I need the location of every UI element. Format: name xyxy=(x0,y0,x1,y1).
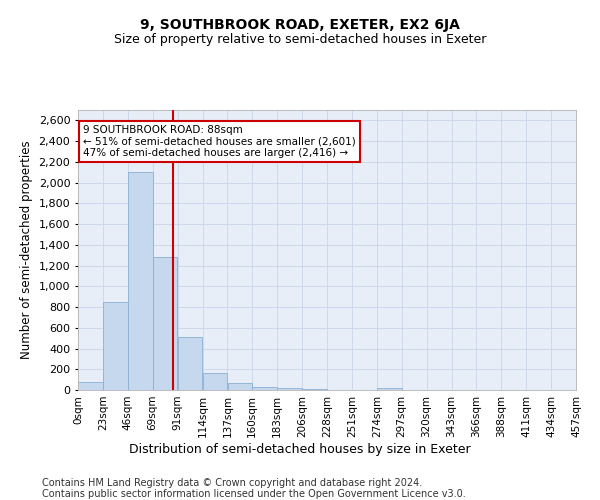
Bar xyxy=(302,389,327,390)
Text: 9 SOUTHBROOK ROAD: 88sqm
← 51% of semi-detached houses are smaller (2,601)
47% o: 9 SOUTHBROOK ROAD: 88sqm ← 51% of semi-d… xyxy=(83,125,356,158)
Bar xyxy=(178,337,202,390)
Bar xyxy=(377,388,401,390)
Bar xyxy=(78,382,103,390)
Bar xyxy=(128,172,152,390)
Bar xyxy=(277,388,302,390)
Bar xyxy=(103,302,128,390)
Bar xyxy=(227,384,252,390)
Text: Distribution of semi-detached houses by size in Exeter: Distribution of semi-detached houses by … xyxy=(129,442,471,456)
Bar xyxy=(253,387,277,390)
Text: Contains HM Land Registry data © Crown copyright and database right 2024.
Contai: Contains HM Land Registry data © Crown c… xyxy=(42,478,466,499)
Bar xyxy=(203,374,227,390)
Text: Size of property relative to semi-detached houses in Exeter: Size of property relative to semi-detach… xyxy=(114,32,486,46)
Bar xyxy=(153,258,178,390)
Y-axis label: Number of semi-detached properties: Number of semi-detached properties xyxy=(20,140,33,360)
Text: 9, SOUTHBROOK ROAD, EXETER, EX2 6JA: 9, SOUTHBROOK ROAD, EXETER, EX2 6JA xyxy=(140,18,460,32)
